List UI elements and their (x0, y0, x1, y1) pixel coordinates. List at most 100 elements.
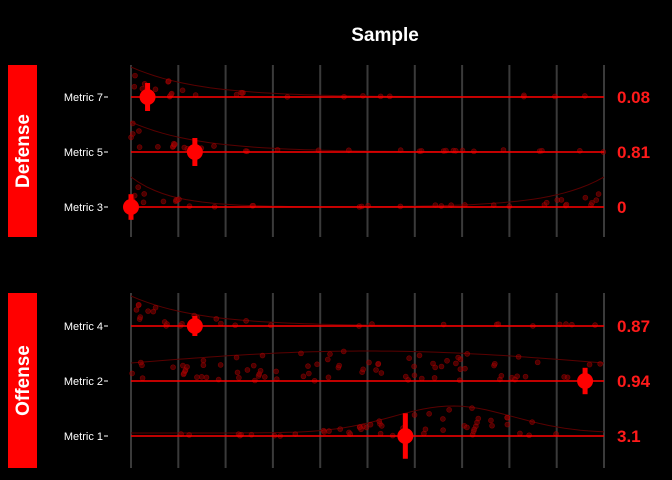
data-point (504, 414, 510, 421)
data-point (138, 359, 144, 366)
data-point (469, 405, 475, 411)
metric-label: Metric 3 (64, 202, 103, 214)
data-point (305, 363, 311, 369)
row-metric-5: Metric 5 0.81 (64, 120, 650, 166)
value-label: 0.81 (617, 143, 650, 162)
data-point (155, 144, 161, 150)
data-point (179, 87, 186, 94)
data-point (198, 374, 205, 380)
data-point (168, 90, 175, 97)
data-point (213, 316, 220, 322)
data-point (526, 432, 532, 439)
data-point (491, 360, 498, 367)
data-point (375, 360, 382, 367)
data-point (200, 357, 207, 364)
data-point (498, 372, 505, 379)
data-point (337, 426, 344, 432)
data-point (378, 423, 385, 429)
data-point (426, 411, 432, 417)
data-point (244, 367, 251, 373)
data-point (489, 422, 495, 429)
data-point (140, 199, 147, 206)
data-point (129, 120, 136, 127)
data-point (139, 375, 146, 381)
data-point (200, 362, 207, 369)
panel-defense: Defense Metric 7 0.08 Metric 5 0.81 Metric 3 0 (8, 65, 650, 237)
data-point (378, 370, 385, 376)
data-point (136, 128, 142, 134)
data-point (131, 83, 138, 90)
data-point (261, 374, 268, 380)
data-point (586, 361, 593, 368)
data-point (593, 197, 600, 203)
data-point (325, 374, 332, 381)
data-point (543, 199, 550, 206)
data-point (504, 421, 511, 428)
data-point (564, 374, 571, 381)
data-point (300, 373, 307, 380)
data-point (135, 301, 142, 308)
data-point (314, 361, 320, 368)
data-point (141, 191, 147, 197)
data-point (194, 374, 200, 381)
data-point (306, 370, 312, 377)
data-point (464, 351, 470, 357)
data-point (211, 143, 217, 149)
data-point (358, 426, 364, 433)
data-point (522, 373, 529, 380)
data-point (471, 426, 478, 433)
data-point (422, 426, 429, 433)
data-point (257, 367, 264, 374)
data-point (529, 419, 535, 425)
point-estimate (186, 144, 203, 160)
data-point (457, 366, 464, 373)
point-estimate (186, 318, 203, 334)
data-point (232, 322, 238, 329)
density-curve (130, 350, 605, 364)
strip-label: Offense (13, 345, 34, 416)
data-point (440, 416, 446, 422)
value-label: 0.87 (617, 317, 650, 336)
data-point (129, 370, 135, 377)
data-point (217, 362, 224, 368)
data-point (273, 368, 279, 375)
data-point (136, 144, 143, 150)
data-point (432, 364, 438, 371)
data-point (475, 415, 482, 422)
data-point (336, 362, 342, 369)
data-point (582, 194, 589, 201)
data-point (592, 322, 598, 328)
data-point (431, 375, 438, 381)
data-point (233, 354, 240, 361)
row-metric-1: Metric 1 3.1 (64, 405, 641, 459)
data-point (418, 375, 425, 382)
data-point (376, 418, 383, 424)
data-point (367, 421, 374, 428)
data-point (464, 424, 470, 431)
data-point (363, 424, 370, 431)
data-point (176, 196, 182, 203)
data-point (135, 184, 142, 191)
data-point (534, 359, 541, 366)
data-point (453, 360, 459, 367)
data-point (411, 363, 417, 370)
point-estimate (397, 428, 414, 444)
data-point (554, 197, 561, 203)
data-point (186, 203, 193, 209)
metric-label: Metric 1 (64, 431, 103, 443)
data-point (488, 417, 494, 424)
point-estimate (577, 373, 594, 389)
data-point (133, 307, 140, 313)
data-point (517, 430, 523, 437)
data-point (259, 352, 266, 359)
data-point (184, 364, 190, 370)
data-point (340, 348, 347, 355)
data-point (234, 369, 241, 376)
metric-label: Metric 5 (64, 147, 103, 159)
data-point (250, 362, 257, 369)
data-point (440, 427, 446, 433)
value-label: 0 (617, 198, 626, 217)
data-point (129, 131, 136, 137)
data-point (416, 352, 423, 359)
